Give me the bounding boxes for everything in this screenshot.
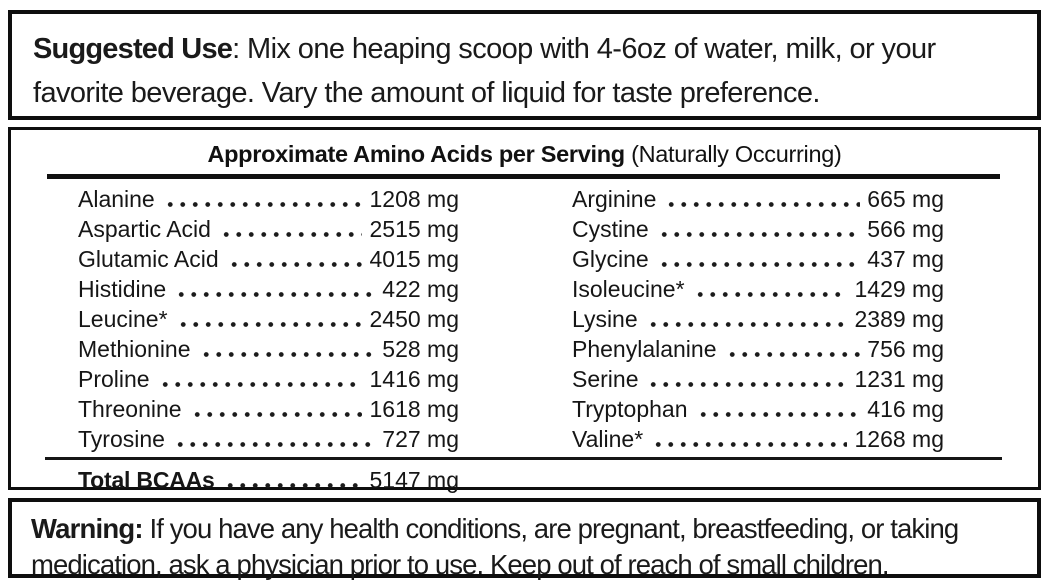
amino-name: Cystine xyxy=(572,216,649,242)
amino-name: Isoleucine* xyxy=(572,276,685,302)
dot-leader xyxy=(223,483,363,488)
amino-value: 566 mg xyxy=(867,216,944,242)
dot-leader xyxy=(175,292,376,297)
amino-row: Proline 1416 mg xyxy=(78,364,459,394)
dot-leader xyxy=(199,352,376,357)
amino-row: Arginine 665 mg xyxy=(572,184,944,214)
amino-name: Methionine xyxy=(78,336,191,362)
amino-name: Arginine xyxy=(572,186,657,212)
amino-name: Alanine xyxy=(78,186,155,212)
amino-row: Isoleucine* 1429 mg xyxy=(572,274,944,304)
amino-name: Valine* xyxy=(572,426,644,452)
dot-leader xyxy=(652,442,848,447)
amino-row: Lysine 2389 mg xyxy=(572,304,944,334)
amino-value: 1268 mg xyxy=(854,426,944,452)
amino-value: 1208 mg xyxy=(369,186,459,212)
amino-value: 1416 mg xyxy=(369,366,459,392)
dot-leader xyxy=(646,322,848,327)
dot-leader xyxy=(665,202,861,207)
dot-leader xyxy=(647,382,848,387)
suggested-use-body: Mix one heaping scoop with 4-6oz of wate… xyxy=(33,33,936,109)
dot-leader xyxy=(696,412,861,417)
warning-label: Warning: xyxy=(31,513,144,544)
amino-value: 1429 mg xyxy=(854,276,944,302)
total-bcaas-value: 5147 mg xyxy=(369,467,459,493)
dot-leader xyxy=(176,322,363,327)
amino-row: Leucine* 2450 mg xyxy=(78,304,459,334)
amino-value: 2389 mg xyxy=(854,306,944,332)
amino-value: 1231 mg xyxy=(854,366,944,392)
amino-value: 727 mg xyxy=(382,426,459,452)
total-bcaas-row: Total BCAAs 5147 mg xyxy=(78,463,459,497)
dot-leader xyxy=(657,232,861,237)
amino-name: Glutamic Acid xyxy=(78,246,219,272)
amino-panel-title: Approximate Amino Acids per Serving (Nat… xyxy=(11,141,1038,167)
amino-row: Glutamic Acid 4015 mg xyxy=(78,244,459,274)
amino-row: Phenylalanine 756 mg xyxy=(572,334,944,364)
amino-name: Phenylalanine xyxy=(572,336,717,362)
total-bcaas-label: Total BCAAs xyxy=(78,467,215,493)
amino-name: Histidine xyxy=(78,276,167,302)
dot-leader xyxy=(163,202,363,207)
amino-row: Glycine 437 mg xyxy=(572,244,944,274)
suggested-use-colon: : xyxy=(232,33,248,65)
amino-value: 756 mg xyxy=(867,336,944,362)
amino-acids-panel: Approximate Amino Acids per Serving (Nat… xyxy=(8,127,1041,493)
amino-title-note: (Naturally Occurring) xyxy=(624,141,842,167)
suggested-use-label: Suggested Use xyxy=(33,33,233,65)
amino-column-right: Arginine 665 mg Cystine 566 mg Glycine 437 … xyxy=(572,184,944,454)
dot-leader xyxy=(173,442,376,447)
amino-row: Alanine 1208 mg xyxy=(78,184,459,214)
amino-name: Serine xyxy=(572,366,639,392)
amino-value: 528 mg xyxy=(382,336,459,362)
amino-name: Proline xyxy=(78,366,150,392)
amino-row: Threonine 1618 mg xyxy=(78,394,459,424)
amino-value: 4015 mg xyxy=(369,246,459,272)
amino-value: 422 mg xyxy=(382,276,459,302)
total-bcaas-section: Total BCAAs 5147 mg xyxy=(11,460,1038,497)
amino-row: Aspartic Acid 2515 mg xyxy=(78,214,459,244)
amino-name: Glycine xyxy=(572,246,649,272)
total-rule xyxy=(45,457,1002,460)
amino-name: Lysine xyxy=(572,306,638,332)
amino-column-left: Alanine 1208 mg Aspartic Acid 2515 mg Glut… xyxy=(78,184,459,454)
amino-row: Tyrosine 727 mg xyxy=(78,424,459,454)
dot-leader xyxy=(725,352,861,357)
suggested-use-text: Suggested Use: Mix one heaping scoop wit… xyxy=(12,14,1037,115)
amino-name: Aspartic Acid xyxy=(78,216,211,242)
header-rule xyxy=(47,174,1000,179)
amino-name: Threonine xyxy=(78,396,182,422)
amino-name: Tryptophan xyxy=(572,396,688,422)
amino-row: Histidine 422 mg xyxy=(78,274,459,304)
amino-row: Tryptophan 416 mg xyxy=(572,394,944,424)
amino-value: 665 mg xyxy=(867,186,944,212)
amino-name: Tyrosine xyxy=(78,426,165,452)
amino-columns: Alanine 1208 mg Aspartic Acid 2515 mg Glut… xyxy=(11,179,1038,454)
amino-row: Valine* 1268 mg xyxy=(572,424,944,454)
amino-row: Serine 1231 mg xyxy=(572,364,944,394)
amino-value: 437 mg xyxy=(867,246,944,272)
dot-leader xyxy=(693,292,848,297)
amino-name: Leucine* xyxy=(78,306,168,332)
dot-leader xyxy=(657,262,861,267)
amino-row: Cystine 566 mg xyxy=(572,214,944,244)
suggested-use-panel: Suggested Use: Mix one heaping scoop wit… xyxy=(8,10,1041,120)
warning-text: Warning: If you have any health conditio… xyxy=(12,502,1037,583)
amino-value: 1618 mg xyxy=(369,396,459,422)
amino-value: 2515 mg xyxy=(369,216,459,242)
dot-leader xyxy=(219,232,363,237)
amino-value: 2450 mg xyxy=(369,306,459,332)
dot-leader xyxy=(158,382,363,387)
amino-title-bold: Approximate Amino Acids per Serving xyxy=(207,141,625,167)
dot-leader xyxy=(190,412,363,417)
warning-panel: Warning: If you have any health conditio… xyxy=(8,498,1041,580)
warning-body: If you have any health conditions, are p… xyxy=(31,513,959,580)
amino-value: 416 mg xyxy=(867,396,944,422)
dot-leader xyxy=(227,262,363,267)
amino-row: Methionine 528 mg xyxy=(78,334,459,364)
